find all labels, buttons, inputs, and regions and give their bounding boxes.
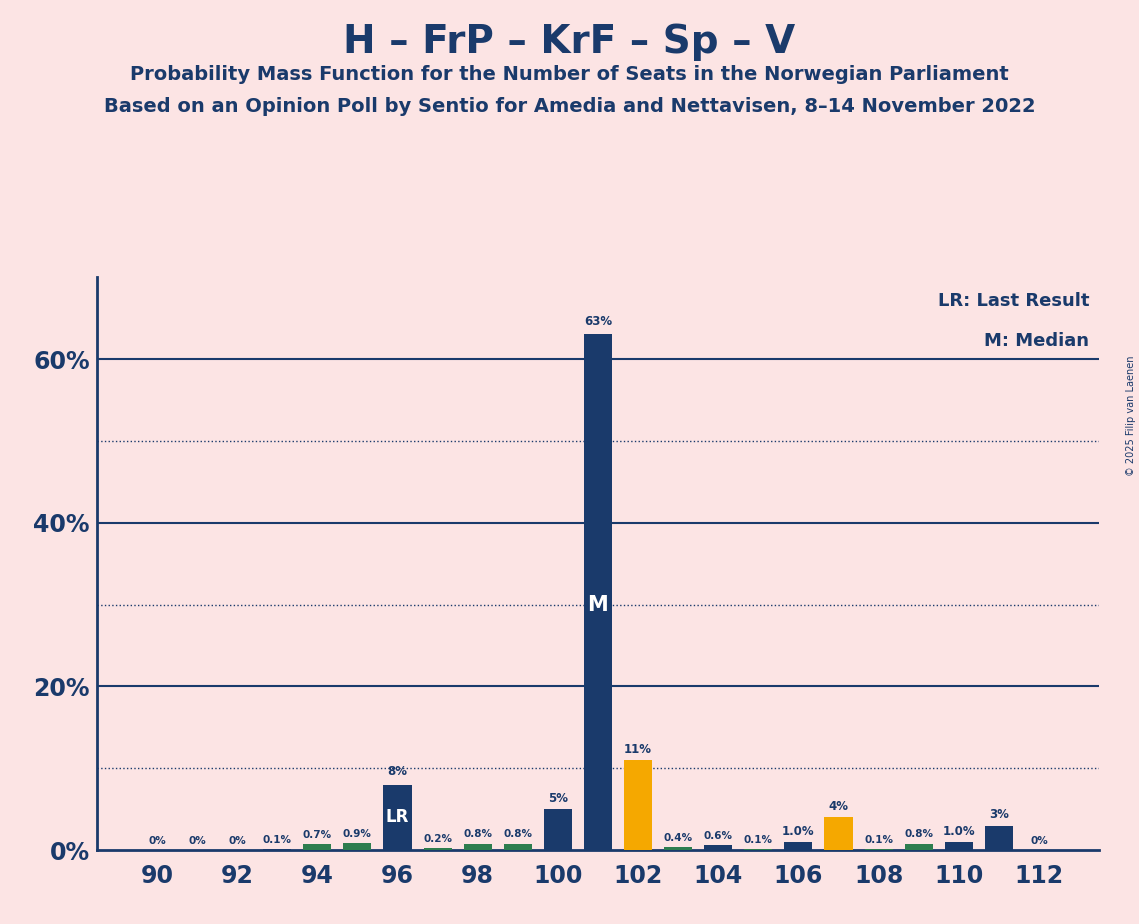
- Bar: [664, 846, 693, 850]
- Text: 0%: 0%: [148, 836, 166, 846]
- Text: Based on an Opinion Poll by Sentio for Amedia and Nettavisen, 8–14 November 2022: Based on an Opinion Poll by Sentio for A…: [104, 97, 1035, 116]
- Text: 0.1%: 0.1%: [744, 835, 773, 845]
- Bar: [503, 844, 532, 850]
- Bar: [543, 809, 572, 850]
- Text: 11%: 11%: [624, 743, 652, 756]
- Bar: [303, 845, 331, 850]
- Bar: [584, 334, 612, 850]
- Text: M: Median: M: Median: [984, 332, 1089, 349]
- Text: Probability Mass Function for the Number of Seats in the Norwegian Parliament: Probability Mass Function for the Number…: [130, 65, 1009, 84]
- Bar: [985, 825, 1013, 850]
- Text: M: M: [588, 594, 608, 614]
- Text: 0.2%: 0.2%: [423, 834, 452, 845]
- Text: 0.8%: 0.8%: [503, 830, 532, 839]
- Text: 4%: 4%: [828, 800, 849, 813]
- Text: LR: Last Result: LR: Last Result: [937, 292, 1089, 310]
- Text: © 2025 Filip van Laenen: © 2025 Filip van Laenen: [1126, 356, 1136, 476]
- Bar: [704, 845, 732, 850]
- Bar: [624, 760, 653, 850]
- Text: 3%: 3%: [989, 808, 1009, 821]
- Text: 0.4%: 0.4%: [664, 833, 693, 843]
- Text: 5%: 5%: [548, 792, 568, 805]
- Text: 8%: 8%: [387, 765, 408, 778]
- Bar: [825, 818, 853, 850]
- Text: 0.9%: 0.9%: [343, 829, 371, 839]
- Text: 63%: 63%: [584, 315, 612, 328]
- Bar: [944, 842, 973, 850]
- Text: 0.1%: 0.1%: [263, 835, 292, 845]
- Bar: [343, 843, 371, 850]
- Bar: [904, 844, 933, 850]
- Text: 1.0%: 1.0%: [782, 825, 814, 838]
- Bar: [785, 842, 812, 850]
- Text: 0.8%: 0.8%: [464, 830, 492, 839]
- Text: 0.6%: 0.6%: [704, 831, 732, 841]
- Text: 0.8%: 0.8%: [904, 830, 933, 839]
- Text: 0%: 0%: [1030, 836, 1048, 846]
- Text: LR: LR: [386, 808, 409, 826]
- Text: 0.1%: 0.1%: [865, 835, 893, 845]
- Text: 1.0%: 1.0%: [942, 825, 975, 838]
- Text: 0%: 0%: [228, 836, 246, 846]
- Text: H – FrP – KrF – Sp – V: H – FrP – KrF – Sp – V: [343, 23, 796, 61]
- Bar: [384, 784, 411, 850]
- Text: 0%: 0%: [188, 836, 206, 846]
- Bar: [464, 844, 492, 850]
- Text: 0.7%: 0.7%: [303, 831, 331, 840]
- Bar: [424, 848, 452, 850]
